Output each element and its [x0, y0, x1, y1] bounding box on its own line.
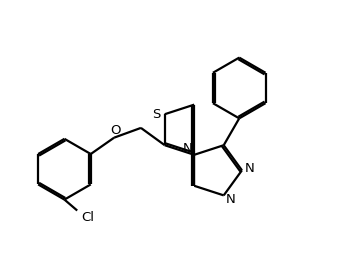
Text: O: O: [111, 124, 121, 137]
Text: N: N: [226, 192, 236, 206]
Text: Cl: Cl: [82, 211, 95, 224]
Text: N: N: [245, 162, 255, 175]
Text: N: N: [183, 142, 193, 155]
Text: S: S: [152, 108, 161, 121]
